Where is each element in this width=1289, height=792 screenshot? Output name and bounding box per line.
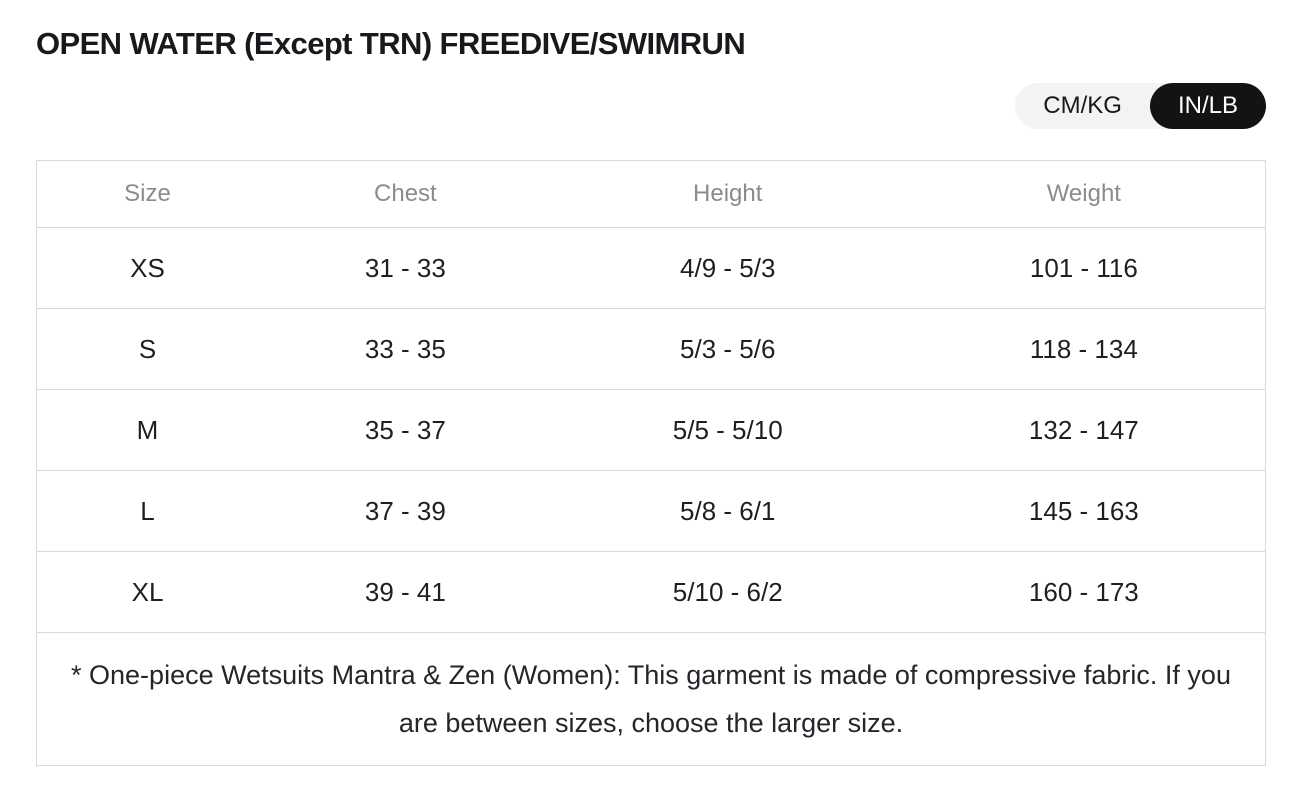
cell-chest: 31 - 33: [364, 252, 446, 283]
cell-size: XS: [130, 252, 165, 283]
column-header-size: Size: [124, 180, 171, 207]
table-row: XL 39 - 41 5/10 - 6/2 160 - 173: [37, 552, 1265, 633]
toggle-option-in-lb[interactable]: IN/LB: [1149, 83, 1266, 129]
page-title: OPEN WATER (Except TRN) FREEDIVE/SWIMRUN: [36, 26, 746, 61]
cell-weight: 145 - 163: [1028, 495, 1139, 526]
cell-weight: 160 - 173: [1028, 576, 1139, 607]
unit-toggle: CM/KG IN/LB: [1015, 83, 1266, 129]
cell-height: 5/10 - 6/2: [672, 576, 783, 607]
unit-toggle-row: CM/KG IN/LB: [1015, 83, 1266, 129]
cell-chest: 35 - 37: [364, 414, 446, 445]
cell-weight: 101 - 116: [1029, 252, 1138, 283]
cell-size: L: [140, 495, 155, 526]
column-header-weight: Weight: [1046, 180, 1121, 207]
size-chart-table: Size Chest Height Weight XS 31 - 33 4/9 …: [36, 160, 1266, 766]
cell-size: S: [138, 333, 157, 364]
cell-height: 4/9 - 5/3: [680, 252, 776, 283]
table-row: S 33 - 35 5/3 - 5/6 118 - 134: [37, 309, 1265, 390]
cell-chest: 37 - 39: [364, 495, 446, 526]
cell-height: 5/5 - 5/10: [672, 414, 783, 445]
cell-chest: 39 - 41: [364, 576, 446, 607]
cell-height: 5/8 - 6/1: [680, 495, 776, 526]
footnote: * One-piece Wetsuits Mantra & Zen (Women…: [37, 633, 1265, 765]
table-row: M 35 - 37 5/5 - 5/10 132 - 147: [37, 390, 1265, 471]
cell-size: M: [136, 414, 159, 445]
cell-weight: 118 - 134: [1029, 333, 1138, 364]
cell-chest: 33 - 35: [364, 333, 446, 364]
cell-weight: 132 - 147: [1028, 414, 1139, 445]
table-header-row: Size Chest Height Weight: [37, 161, 1265, 228]
cell-height: 5/3 - 5/6: [680, 333, 776, 364]
table-row: L 37 - 39 5/8 - 6/1 145 - 163: [37, 471, 1265, 552]
footnote-text: * One-piece Wetsuits Mantra & Zen (Women…: [71, 660, 1231, 738]
column-header-chest: Chest: [374, 180, 437, 207]
column-header-height: Height: [693, 180, 763, 207]
cell-size: XL: [131, 576, 164, 607]
toggle-option-cm-kg[interactable]: CM/KG: [1015, 83, 1150, 129]
table-row: XS 31 - 33 4/9 - 5/3 101 - 116: [37, 228, 1265, 309]
